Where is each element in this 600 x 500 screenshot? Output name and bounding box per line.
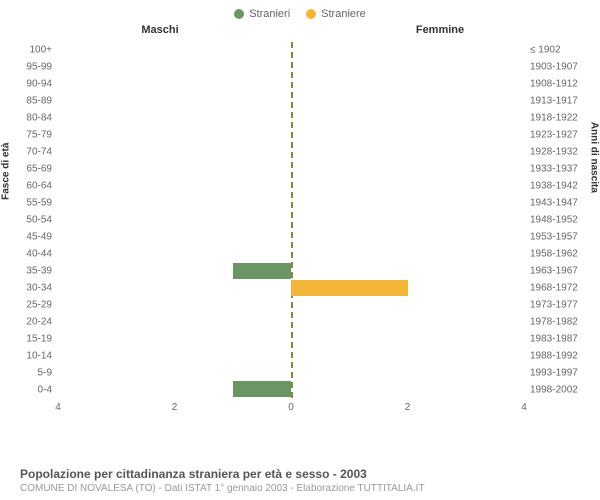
- birth-label: 1983-1987: [530, 333, 578, 344]
- chart-row: [58, 76, 524, 93]
- legend-dot-female: [306, 9, 316, 19]
- x-tick: 2: [405, 402, 411, 413]
- age-label: 90-94: [26, 79, 52, 90]
- bar-male: [233, 381, 291, 397]
- birth-label: 1978-1982: [530, 316, 578, 327]
- x-tick: 2: [172, 402, 178, 413]
- birth-labels: ≤ 1902 1903-1907 1908-1912 1913-1917 1918-19…: [526, 42, 580, 398]
- birth-label: 1993-1997: [530, 367, 578, 378]
- age-label: 50-54: [26, 215, 52, 226]
- age-label: 35-39: [26, 265, 52, 276]
- age-label: 25-29: [26, 299, 52, 310]
- x-tick: 0: [288, 402, 294, 413]
- age-label: 30-34: [26, 282, 52, 293]
- chart-row: [58, 211, 524, 228]
- age-label: 10-14: [26, 350, 52, 361]
- chart-row: [58, 262, 524, 279]
- birth-label: 1953-1957: [530, 231, 578, 242]
- chart-footer: Popolazione per cittadinanza straniera p…: [20, 467, 580, 494]
- birth-label: 1913-1917: [530, 96, 578, 107]
- x-axis: 4 2 0 2 4: [58, 402, 524, 422]
- legend-item-female: Straniere: [306, 8, 366, 20]
- chart-row: [58, 381, 524, 398]
- chart-row: [58, 42, 524, 59]
- header-female: Femmine: [300, 24, 580, 36]
- age-label: 40-44: [26, 248, 52, 259]
- age-label: 95-99: [26, 62, 52, 73]
- age-label: 60-64: [26, 181, 52, 192]
- birth-label: 1943-1947: [530, 198, 578, 209]
- chart-row: [58, 313, 524, 330]
- chart-row: [58, 364, 524, 381]
- legend-label-female: Straniere: [321, 8, 366, 20]
- age-label: 75-79: [26, 130, 52, 141]
- plot-area: [58, 42, 524, 398]
- legend-item-male: Stranieri: [234, 8, 290, 20]
- birth-label: 1968-1972: [530, 282, 578, 293]
- chart-row: [58, 245, 524, 262]
- birth-label: 1948-1952: [530, 215, 578, 226]
- birth-label: ≤ 1902: [530, 45, 561, 56]
- age-label: 5-9: [38, 367, 52, 378]
- chart-row: [58, 144, 524, 161]
- chart-row: [58, 127, 524, 144]
- chart-row: [58, 279, 524, 296]
- age-label: 80-84: [26, 113, 52, 124]
- chart-title: Popolazione per cittadinanza straniera p…: [20, 467, 580, 481]
- y-axis-left-label: Fasce di età: [1, 143, 12, 200]
- birth-label: 1928-1932: [530, 147, 578, 158]
- birth-label: 1998-2002: [530, 384, 578, 395]
- chart-header: Maschi Femmine: [20, 24, 580, 36]
- birth-label: 1958-1962: [530, 248, 578, 259]
- chart-row: [58, 228, 524, 245]
- age-label: 45-49: [26, 231, 52, 242]
- chart-row: [58, 178, 524, 195]
- bar-male: [233, 263, 291, 279]
- chart-row: [58, 161, 524, 178]
- age-label: 20-24: [26, 316, 52, 327]
- header-male: Maschi: [20, 24, 300, 36]
- chart-legend: Stranieri Straniere: [0, 0, 600, 24]
- legend-label-male: Stranieri: [249, 8, 290, 20]
- chart-row: [58, 296, 524, 313]
- birth-label: 1938-1942: [530, 181, 578, 192]
- chart-container: Maschi Femmine Fasce di età Anni di nasc…: [20, 24, 580, 422]
- chart-row: [58, 110, 524, 127]
- age-label: 15-19: [26, 333, 52, 344]
- x-tick: 4: [55, 402, 61, 413]
- birth-label: 1933-1937: [530, 164, 578, 175]
- birth-label: 1988-1992: [530, 350, 578, 361]
- chart-subtitle: COMUNE DI NOVALESA (TO) - Dati ISTAT 1° …: [20, 483, 580, 494]
- age-label: 55-59: [26, 198, 52, 209]
- y-axis-right-label: Anni di nascita: [589, 122, 600, 193]
- birth-label: 1903-1907: [530, 62, 578, 73]
- age-label: 85-89: [26, 96, 52, 107]
- legend-dot-male: [234, 9, 244, 19]
- birth-label: 1973-1977: [530, 299, 578, 310]
- bar-female: [291, 280, 408, 296]
- age-label: 0-4: [38, 384, 52, 395]
- age-labels: 100+ 95-99 90-94 85-89 80-84 75-79 70-74 65-69 6…: [20, 42, 56, 398]
- chart-row: [58, 93, 524, 110]
- chart-rows: [58, 42, 524, 398]
- chart-row: [58, 59, 524, 76]
- age-label: 65-69: [26, 164, 52, 175]
- chart-row: [58, 347, 524, 364]
- birth-label: 1963-1967: [530, 265, 578, 276]
- age-label: 100+: [29, 45, 52, 56]
- birth-label: 1918-1922: [530, 113, 578, 124]
- birth-label: 1908-1912: [530, 79, 578, 90]
- birth-label: 1923-1927: [530, 130, 578, 141]
- chart-row: [58, 330, 524, 347]
- x-tick: 4: [521, 402, 527, 413]
- chart-row: [58, 194, 524, 211]
- age-label: 70-74: [26, 147, 52, 158]
